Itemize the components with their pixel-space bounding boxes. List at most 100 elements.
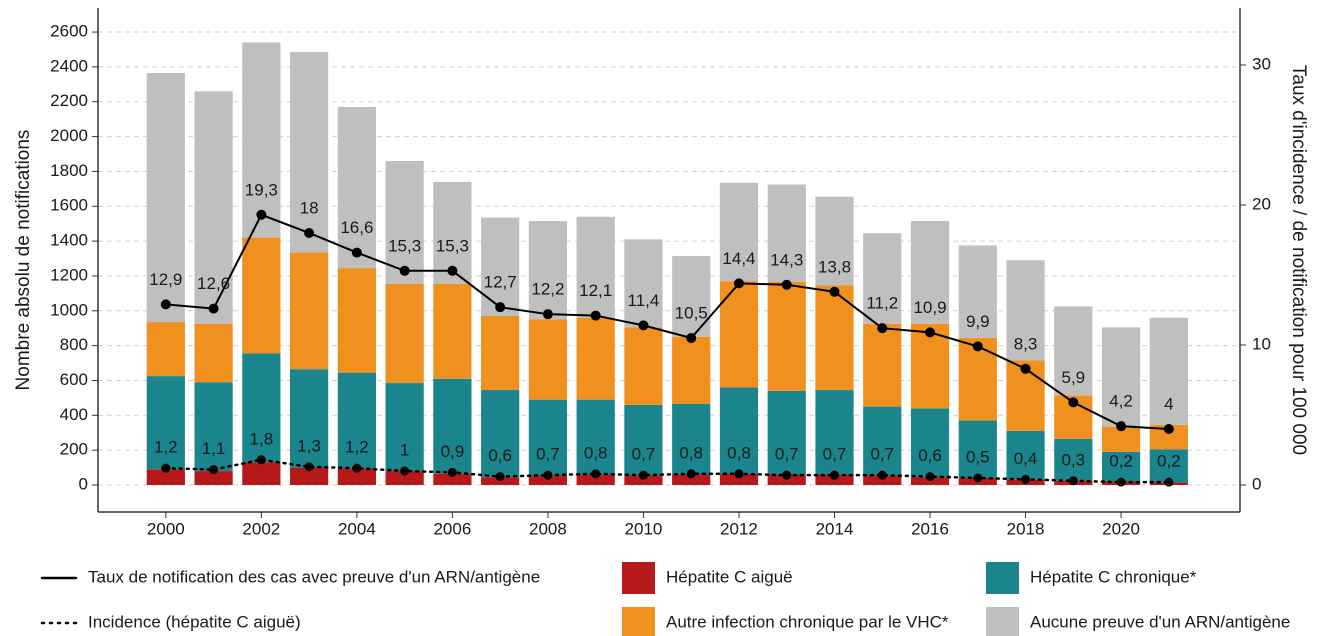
bar-segment [242, 353, 281, 463]
bar-segment [290, 52, 329, 253]
bar-segment [242, 237, 281, 354]
data-label: 14,3 [770, 250, 803, 269]
bar-segment [767, 474, 806, 485]
data-label: 0,4 [1014, 449, 1038, 468]
point [447, 467, 457, 477]
point [1068, 476, 1078, 486]
bar-segment [958, 245, 997, 338]
data-label: 0,8 [584, 443, 608, 462]
y-tick-label: 2000 [50, 126, 88, 145]
point [734, 469, 744, 479]
bar-segment [767, 390, 806, 475]
x-tick-label: 2016 [911, 519, 949, 538]
bar-segment [385, 160, 424, 284]
bar-segment [719, 473, 759, 485]
data-label: 0,8 [679, 443, 703, 462]
bar-segment [1101, 327, 1141, 427]
x-tick-label: 2002 [242, 519, 280, 538]
bar-segment [672, 336, 711, 404]
point [925, 327, 936, 338]
y-tick-label: 2200 [50, 91, 88, 110]
legend-swatch [986, 607, 1019, 636]
bar-segment [385, 383, 424, 472]
data-label: 0,7 [536, 445, 560, 464]
bar-segment [576, 317, 615, 400]
data-label: 0,7 [775, 445, 799, 464]
bar-segment [910, 408, 950, 478]
bar-segment [1149, 449, 1188, 483]
line [164, 213, 1170, 430]
y-tick-label: 1800 [50, 161, 88, 180]
y-tick-label: 1200 [50, 265, 88, 284]
point [1116, 477, 1126, 487]
data-label: 1,2 [345, 438, 369, 457]
bar-segment [672, 255, 711, 337]
y2-tick-label: 0 [1252, 474, 1261, 493]
bar-segment [528, 221, 568, 320]
bar-segment [433, 378, 472, 474]
bar-segment [672, 474, 711, 485]
bar-segment [719, 182, 759, 282]
legend-swatch [622, 607, 655, 636]
point [1164, 477, 1174, 487]
data-label: 13,8 [818, 257, 851, 276]
legend-swatch [622, 562, 655, 594]
bar-segment [385, 471, 424, 485]
bar-segment [1101, 451, 1141, 482]
y2-axis-title: Taux d'incidence / de notification pour … [1288, 65, 1309, 455]
bar-segment [863, 323, 902, 407]
bar-segment [624, 475, 663, 485]
point [686, 332, 697, 343]
point [495, 302, 506, 313]
point [877, 470, 887, 480]
data-label: 15,3 [388, 236, 421, 255]
bar-segment [290, 252, 329, 370]
data-label: 15,3 [436, 236, 469, 255]
bar-segment [146, 72, 185, 323]
bar-segment [672, 403, 711, 475]
bar-segment [481, 217, 520, 317]
legend-label: Hépatite C aiguë [666, 567, 793, 586]
bar-segment [337, 106, 376, 269]
data-label: 16,6 [340, 218, 373, 237]
point [352, 463, 362, 473]
point [829, 286, 840, 297]
x-tick-label: 2004 [338, 519, 376, 538]
point [160, 299, 171, 310]
data-label: 12,9 [149, 270, 182, 289]
bar-segment [910, 221, 950, 324]
point [591, 469, 601, 479]
x-tick-label: 2008 [529, 519, 567, 538]
line [164, 458, 1171, 484]
legend-label: Hépatite C chronique* [1030, 567, 1197, 586]
bar-segment [337, 468, 376, 485]
bar-segment [242, 42, 281, 238]
point [733, 278, 744, 289]
bar-segment [767, 184, 806, 283]
x-tick-label: 2012 [720, 519, 758, 538]
x-tick-label: 2020 [1102, 519, 1140, 538]
bar-segment [624, 404, 663, 476]
bar-segment [242, 462, 281, 485]
bar-segment [194, 382, 233, 472]
point [256, 455, 266, 465]
data-label: 0,7 [632, 445, 656, 464]
data-label: 8,3 [1014, 334, 1038, 353]
data-label: 1,3 [297, 436, 321, 455]
point [256, 209, 267, 220]
point [208, 303, 219, 314]
data-label: 0,7 [823, 445, 847, 464]
bar-segment [146, 376, 185, 470]
bar-segment [767, 282, 806, 391]
legend-swatch [986, 562, 1019, 594]
legend-label: Incidence (hépatite C aiguë) [88, 612, 301, 631]
y2-tick-label: 30 [1252, 54, 1271, 73]
data-label: 0,8 [727, 443, 751, 462]
bar-segment [815, 285, 854, 391]
point [399, 265, 410, 276]
point [781, 279, 792, 290]
bar-segment [719, 387, 759, 474]
data-label: 4 [1164, 394, 1173, 413]
legend-label: Aucune preuve d'un ARN/antigène [1030, 612, 1290, 631]
bar-segment [863, 233, 902, 324]
